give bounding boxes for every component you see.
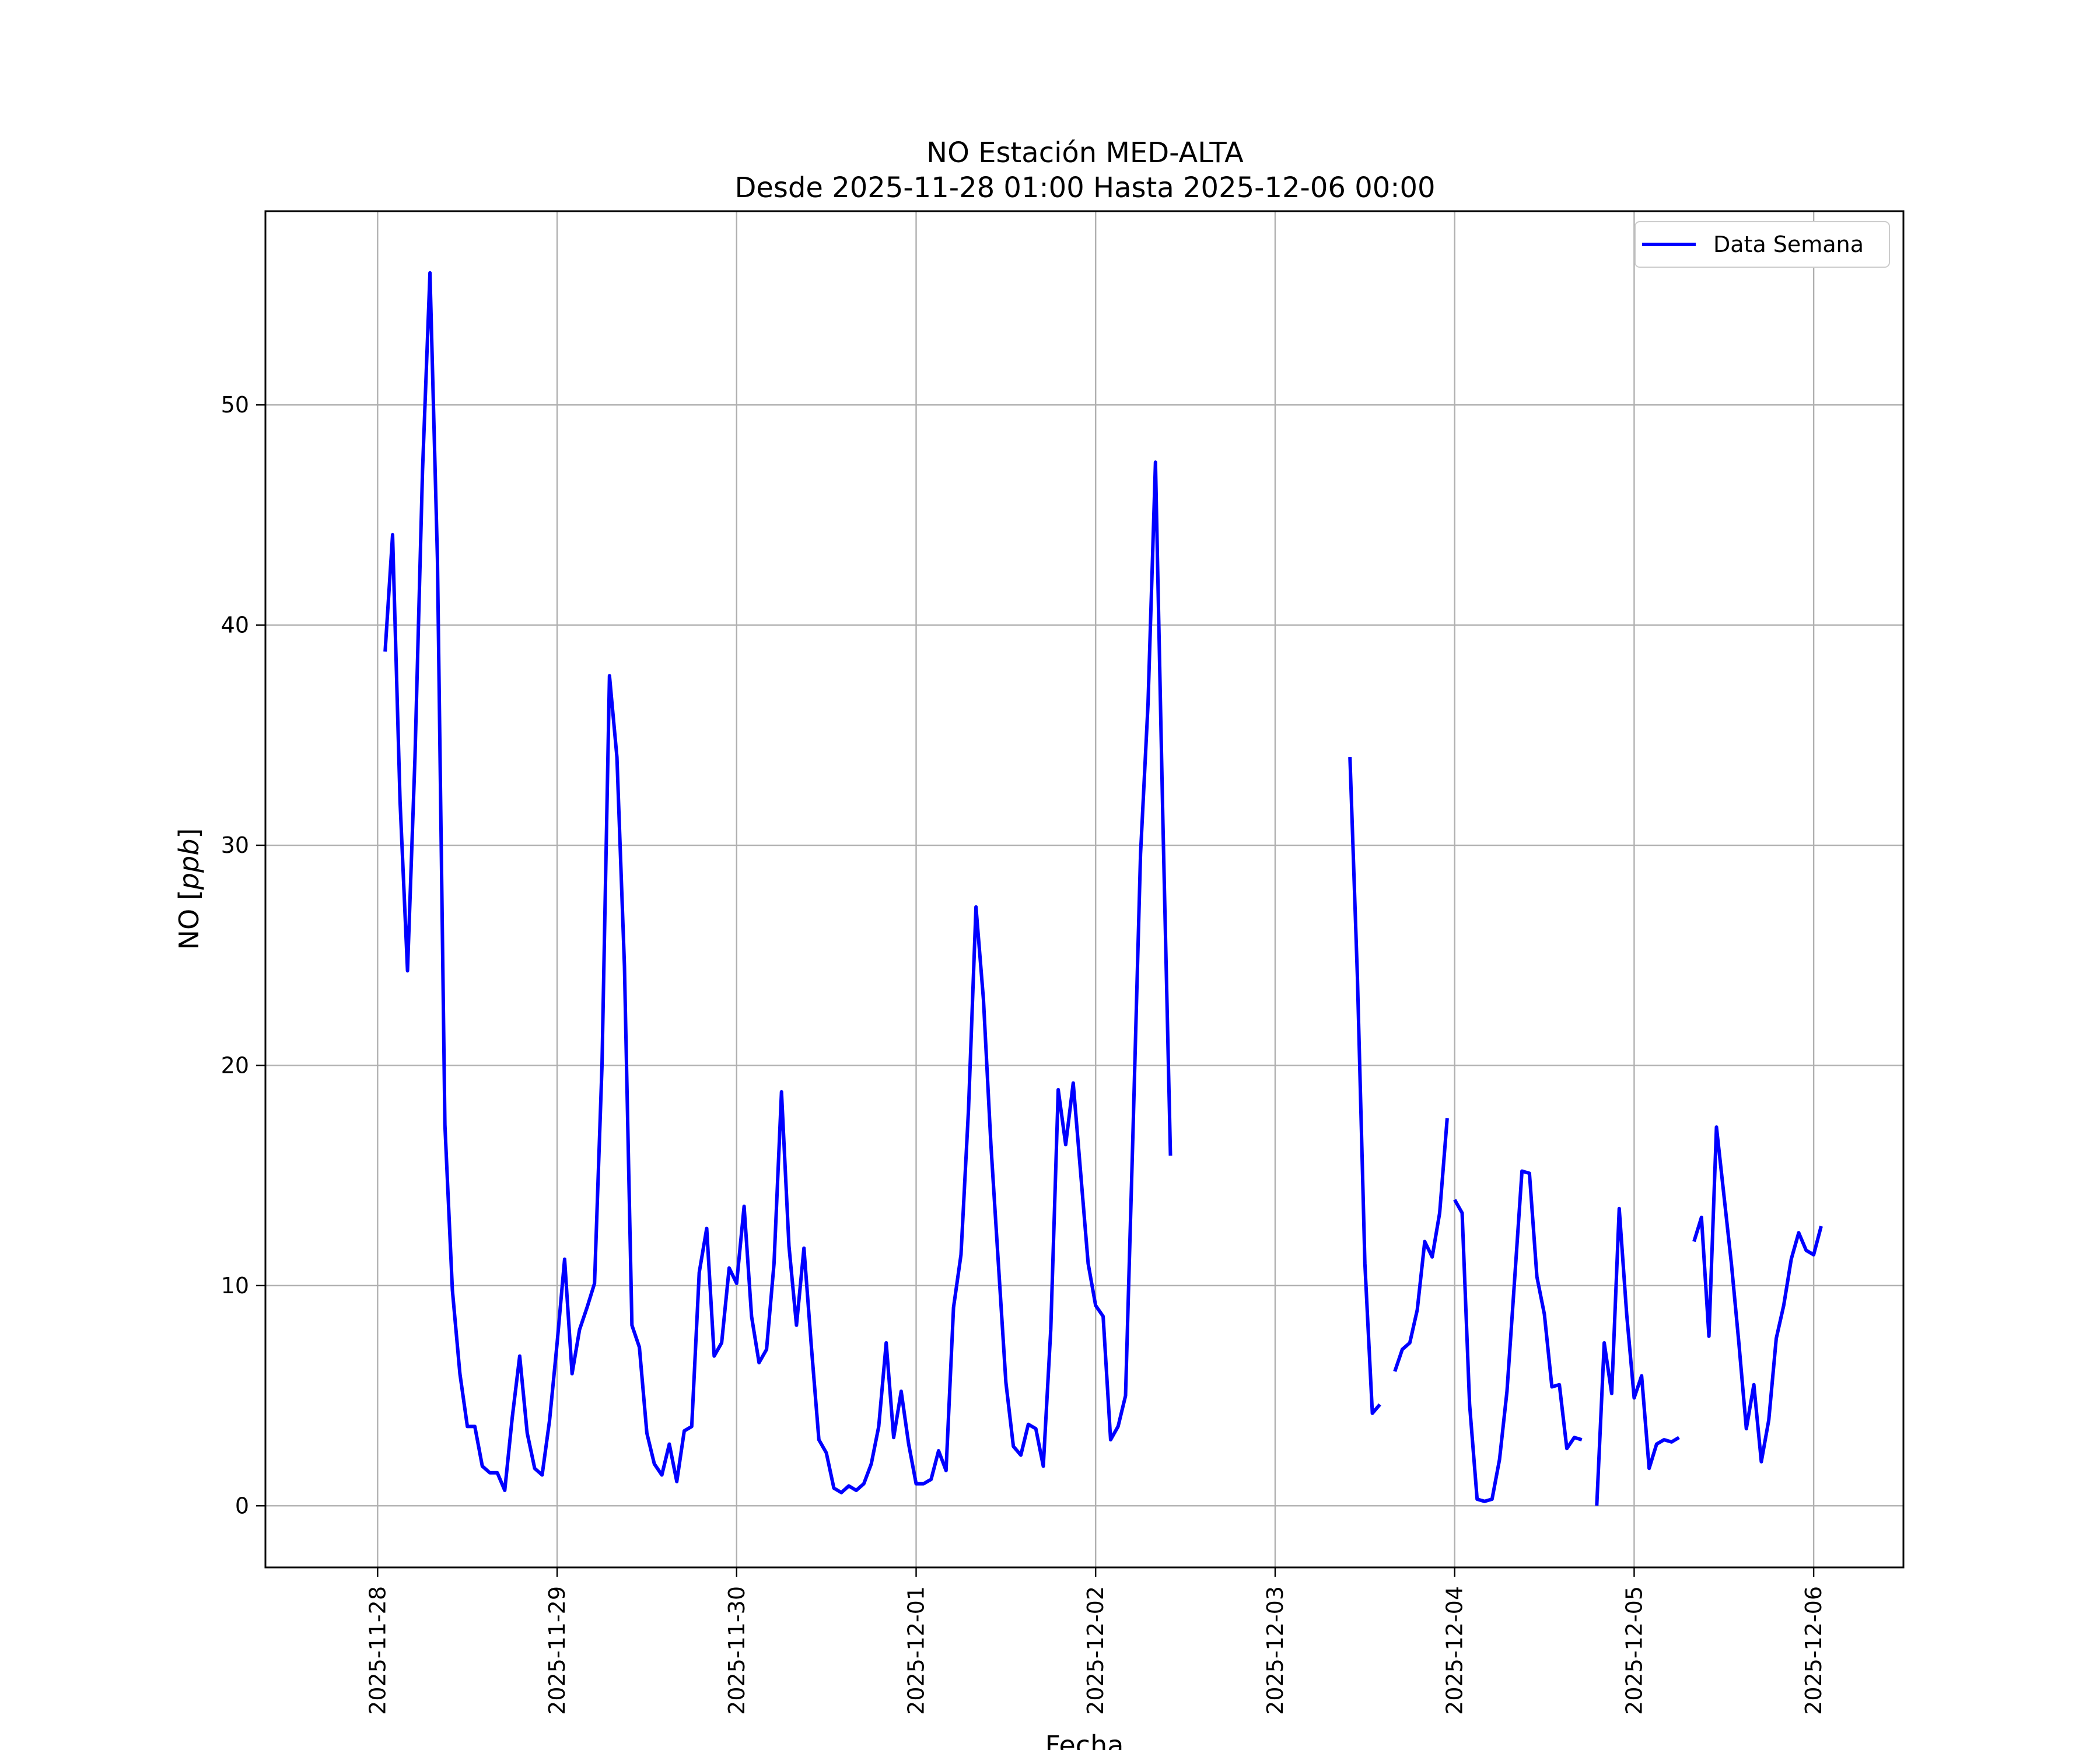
chart-title: NO Estación MED-ALTA	[926, 136, 1244, 169]
chart-subtitle: Desde 2025-11-28 01:00 Hasta 2025-12-06 …	[734, 172, 1435, 204]
x-axis-label: Fecha	[1045, 1730, 1124, 1750]
series-line-segment	[1348, 757, 1381, 1415]
x-tick-label: 2025-12-03	[1262, 1586, 1288, 1715]
x-axis-ticks: 2025-11-28 2025-11-29 2025-11-30 2025-12-01…	[365, 1567, 1826, 1715]
x-tick-label: 2025-11-29	[544, 1586, 570, 1715]
series-line-segment	[1595, 1206, 1680, 1506]
x-tick-label: 2025-12-01	[904, 1586, 929, 1715]
plot-frame	[264, 210, 1905, 1569]
series-line-segment	[1393, 1118, 1449, 1373]
y-tick-label: 40	[221, 612, 249, 638]
series-layer	[383, 271, 1823, 1506]
series-line-segment	[1692, 1125, 1823, 1464]
x-tick-label: 2025-12-06	[1801, 1586, 1826, 1715]
y-tick-label: 30	[221, 832, 249, 858]
x-tick-label: 2025-11-30	[724, 1586, 750, 1715]
y-axis-label: NO [ppb]	[173, 828, 205, 950]
grid-lines	[265, 211, 1903, 1567]
y-tick-label: 50	[221, 392, 249, 418]
y-tick-label: 20	[221, 1052, 249, 1078]
legend-entry-data-semana: Data Semana	[1713, 232, 1864, 257]
series-line-segment	[1453, 1169, 1583, 1503]
series-line-segment	[383, 271, 1172, 1494]
x-tick-label: 2025-12-05	[1621, 1586, 1647, 1715]
y-axis-ticks: 0 10 20 30 40 50	[221, 392, 265, 1518]
x-tick-label: 2025-11-28	[365, 1586, 390, 1715]
y-tick-label: 0	[235, 1493, 249, 1518]
y-tick-label: 10	[221, 1273, 249, 1298]
x-tick-label: 2025-12-04	[1442, 1586, 1468, 1715]
legend: Data Semana	[1634, 221, 1890, 268]
legend-box	[1634, 221, 1890, 268]
x-tick-label: 2025-12-02	[1083, 1586, 1108, 1715]
